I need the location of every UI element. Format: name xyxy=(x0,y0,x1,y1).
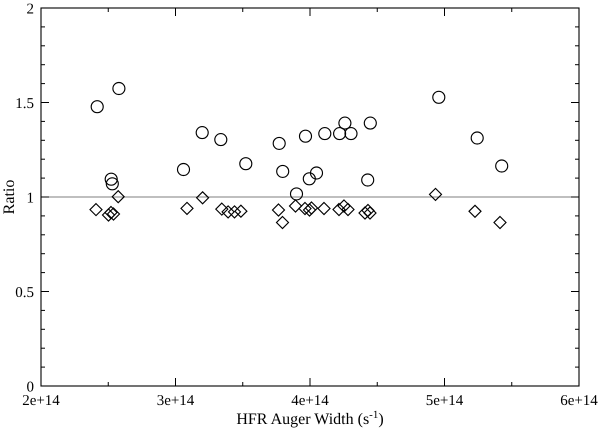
svg-text:2: 2 xyxy=(27,2,35,18)
svg-text:4e+14: 4e+14 xyxy=(291,393,329,409)
svg-text:1.5: 1.5 xyxy=(15,96,34,112)
svg-text:0.5: 0.5 xyxy=(15,285,34,301)
svg-text:0: 0 xyxy=(27,380,35,396)
svg-text:6e+14: 6e+14 xyxy=(560,393,598,409)
svg-text:5e+14: 5e+14 xyxy=(426,393,464,409)
svg-text:1: 1 xyxy=(27,191,35,207)
svg-text:Ratio: Ratio xyxy=(1,180,18,215)
svg-text:HFR Auger Width (s-1): HFR Auger Width (s-1) xyxy=(236,409,383,428)
svg-text:3e+14: 3e+14 xyxy=(157,393,195,409)
